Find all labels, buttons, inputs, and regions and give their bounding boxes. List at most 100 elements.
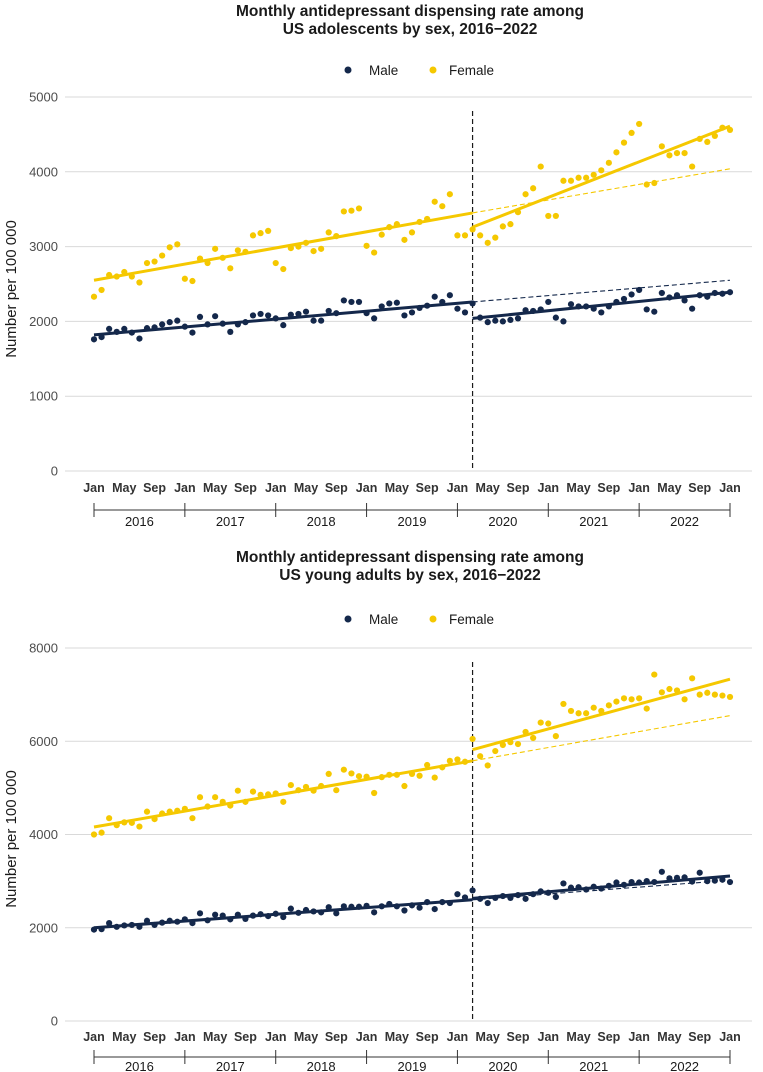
male-data-point [355, 298, 363, 306]
female-data-point [249, 788, 257, 795]
female-data-point [477, 753, 484, 760]
female-data-point [439, 203, 446, 210]
female-counterfactual-trend [472, 168, 731, 214]
y-tick-label: 0 [51, 464, 58, 479]
female-data-point [477, 232, 484, 239]
female-data-point [613, 149, 620, 156]
male-data-point [371, 909, 378, 916]
female-data-point [181, 275, 188, 282]
male-data-point [212, 911, 219, 918]
x-tick-label: May [385, 1030, 409, 1044]
x-tick-label: May [112, 1030, 136, 1044]
chart-title-line1: Monthly antidepressant dispensing rate a… [236, 3, 584, 20]
legend-female-marker [429, 615, 437, 623]
male-data-point [711, 877, 718, 884]
legend-male-label: Male [369, 612, 398, 627]
x-tick-label: Jan [628, 1030, 650, 1044]
male-data-point [121, 325, 128, 332]
male-data-point [499, 318, 506, 325]
legend-male-marker [344, 66, 352, 74]
male-data-point [249, 312, 257, 319]
male-data-point [431, 293, 438, 300]
male-data-point [196, 910, 204, 917]
male-data-point [620, 295, 628, 303]
female-data-point [212, 794, 219, 801]
male-data-point [401, 312, 408, 319]
chart-title-line1: Monthly antidepressant dispensing rate a… [236, 549, 584, 566]
male-data-point [227, 328, 234, 335]
legend: Male Female [344, 63, 494, 78]
female-data-point [348, 207, 355, 214]
female-data-point [378, 231, 385, 238]
female-data-point [658, 143, 665, 150]
female-data-point [605, 702, 612, 709]
female-data-point [424, 761, 431, 769]
male-data-point [567, 301, 575, 308]
male-data-point [696, 869, 703, 876]
female-data-point [249, 232, 257, 239]
x-tick-label: Jan [83, 481, 105, 495]
female-trend-pre [93, 211, 473, 282]
x-tick-label: May [476, 1030, 500, 1044]
female-data-point [98, 286, 105, 294]
legend-female-label: Female [449, 63, 494, 78]
female-data-point [575, 710, 582, 717]
female-counterfactual-trend [472, 715, 731, 762]
male-data-point [454, 305, 461, 312]
female-data-point [499, 223, 506, 230]
male-counterfactual-trend [472, 879, 731, 901]
male-data-point [689, 305, 696, 312]
x-tick-label: Jan [447, 1030, 469, 1044]
y-tick-label: 8000 [29, 641, 58, 656]
female-data-point [355, 205, 363, 212]
male-data-point [658, 868, 665, 875]
x-tick-label: Jan [265, 481, 287, 495]
female-data-point [575, 174, 582, 181]
female-data-point [492, 234, 499, 241]
female-data-point [98, 829, 105, 836]
female-data-point [287, 781, 294, 789]
male-data-point [401, 907, 408, 914]
female-data-point [310, 247, 317, 255]
year-label: 2016 [125, 1059, 154, 1072]
male-data-point [431, 906, 438, 913]
male-data-point [636, 286, 643, 294]
young-adults-chart: Monthly antidepressant dispensing rate a… [3, 549, 752, 1072]
female-data-point [643, 705, 650, 712]
female-data-point [484, 762, 491, 769]
male-data-point [90, 336, 98, 343]
female-data-point [514, 740, 522, 748]
x-tick-label: May [294, 481, 318, 495]
x-tick-label: Sep [143, 481, 166, 495]
female-data-point [583, 174, 590, 181]
y-tick-label: 5000 [29, 90, 58, 105]
male-data-point [454, 891, 461, 898]
female-series [90, 671, 734, 838]
female-trend-post [472, 124, 731, 229]
female-data-point [560, 700, 567, 708]
female-data-point [726, 693, 734, 701]
male-data-point [280, 913, 287, 921]
male-data-point [189, 329, 196, 336]
male-data-point [174, 317, 181, 324]
male-data-point [318, 317, 325, 324]
female-data-point [333, 787, 340, 794]
male-data-point [522, 895, 529, 902]
female-data-point [636, 120, 643, 128]
female-data-point [318, 245, 325, 252]
x-tick-label: May [294, 1030, 318, 1044]
x-tick-label: Sep [597, 481, 620, 495]
female-data-point [340, 766, 347, 773]
x-tick-label: Jan [265, 1030, 287, 1044]
male-data-point [310, 317, 317, 324]
female-data-point [583, 710, 590, 717]
female-data-point [136, 279, 143, 286]
female-data-point [628, 696, 635, 703]
x-tick-label: May [476, 481, 500, 495]
male-data-point [484, 319, 491, 326]
year-label: 2020 [488, 1059, 517, 1072]
year-label: 2017 [216, 514, 245, 529]
female-data-point [280, 265, 287, 273]
y-axis-label: Number per 100 000 [3, 770, 20, 908]
x-tick-label: Sep [507, 1030, 530, 1044]
